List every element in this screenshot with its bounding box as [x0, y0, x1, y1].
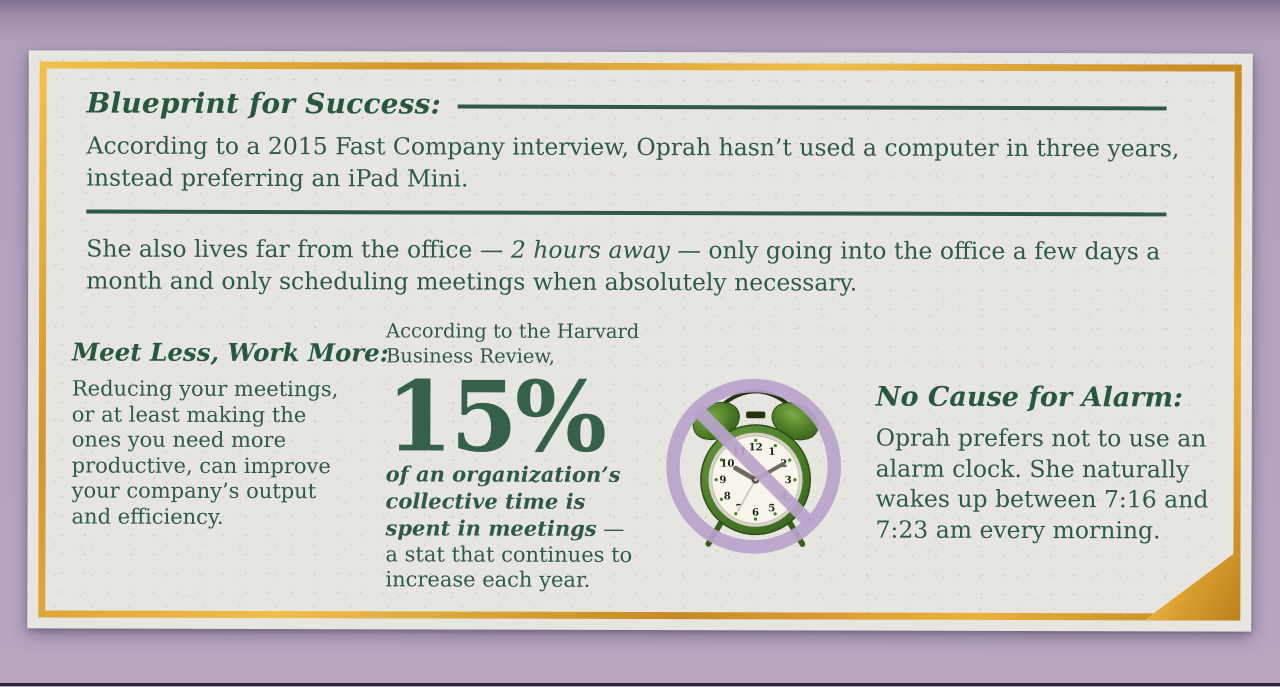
- second-hand: [737, 478, 757, 512]
- clock-center-dot: [754, 478, 757, 482]
- title-rule: [458, 104, 1167, 111]
- svg-text:6: 6: [752, 508, 759, 519]
- prohibition-sign: [666, 378, 842, 554]
- meet-less-body: Reducing your meetings, or at least maki…: [71, 376, 339, 529]
- no-alarm-title: No Cause for Alarm:: [875, 381, 1184, 414]
- commute-text-pre: She also lives far from the office —: [86, 234, 511, 264]
- no-alarm-body: Oprah prefers not to use an alarm clock.…: [875, 423, 1209, 545]
- page-title: Blueprint for Success:: [86, 86, 442, 121]
- commute-text-italic: 2 hours away: [510, 235, 670, 265]
- no-alarm-clock-svg: 12 1 2 3 4 5 6 7 8 9 10 11: [666, 378, 842, 554]
- svg-text:8: 8: [724, 491, 731, 502]
- stat-body: of an organization’s collective time is …: [385, 461, 633, 594]
- section-divider: [86, 209, 1167, 217]
- svg-text:1: 1: [768, 447, 775, 458]
- stat-section: According to the Harvard Business Review…: [385, 319, 662, 594]
- infographic-card: Blueprint for Success: According to a 20…: [27, 50, 1253, 632]
- meet-less-title: Meet Less, Work More:: [71, 337, 389, 368]
- stat-emphasis: of an organization’s collective time is …: [385, 461, 621, 541]
- prohibition-circle: [666, 378, 842, 554]
- no-alarm-section: No Cause for Alarm: Oprah prefers not to…: [875, 382, 1217, 546]
- lead-paragraph: According to a 2015 Fast Company intervi…: [86, 131, 1180, 193]
- stat-value: 15%: [385, 359, 605, 475]
- svg-text:12: 12: [749, 442, 763, 453]
- no-alarm-clock-icon: 12 1 2 3 4 5 6 7 8 9 10 11: [657, 369, 850, 562]
- prohibition-slash: [692, 404, 816, 529]
- svg-text:5: 5: [768, 503, 775, 514]
- svg-text:10: 10: [720, 459, 734, 470]
- svg-text:9: 9: [719, 475, 726, 486]
- clock-top-knob: [746, 411, 766, 419]
- gold-folded-corner: [1144, 548, 1240, 620]
- bottom-edge-line: [0, 683, 1280, 686]
- meet-less-section: Meet Less, Work More: Reducing your meet…: [71, 337, 389, 531]
- header-row: Blueprint for Success:: [87, 87, 1167, 123]
- commute-paragraph: She also lives far from the office — 2 h…: [86, 233, 1220, 300]
- svg-text:3: 3: [785, 475, 792, 486]
